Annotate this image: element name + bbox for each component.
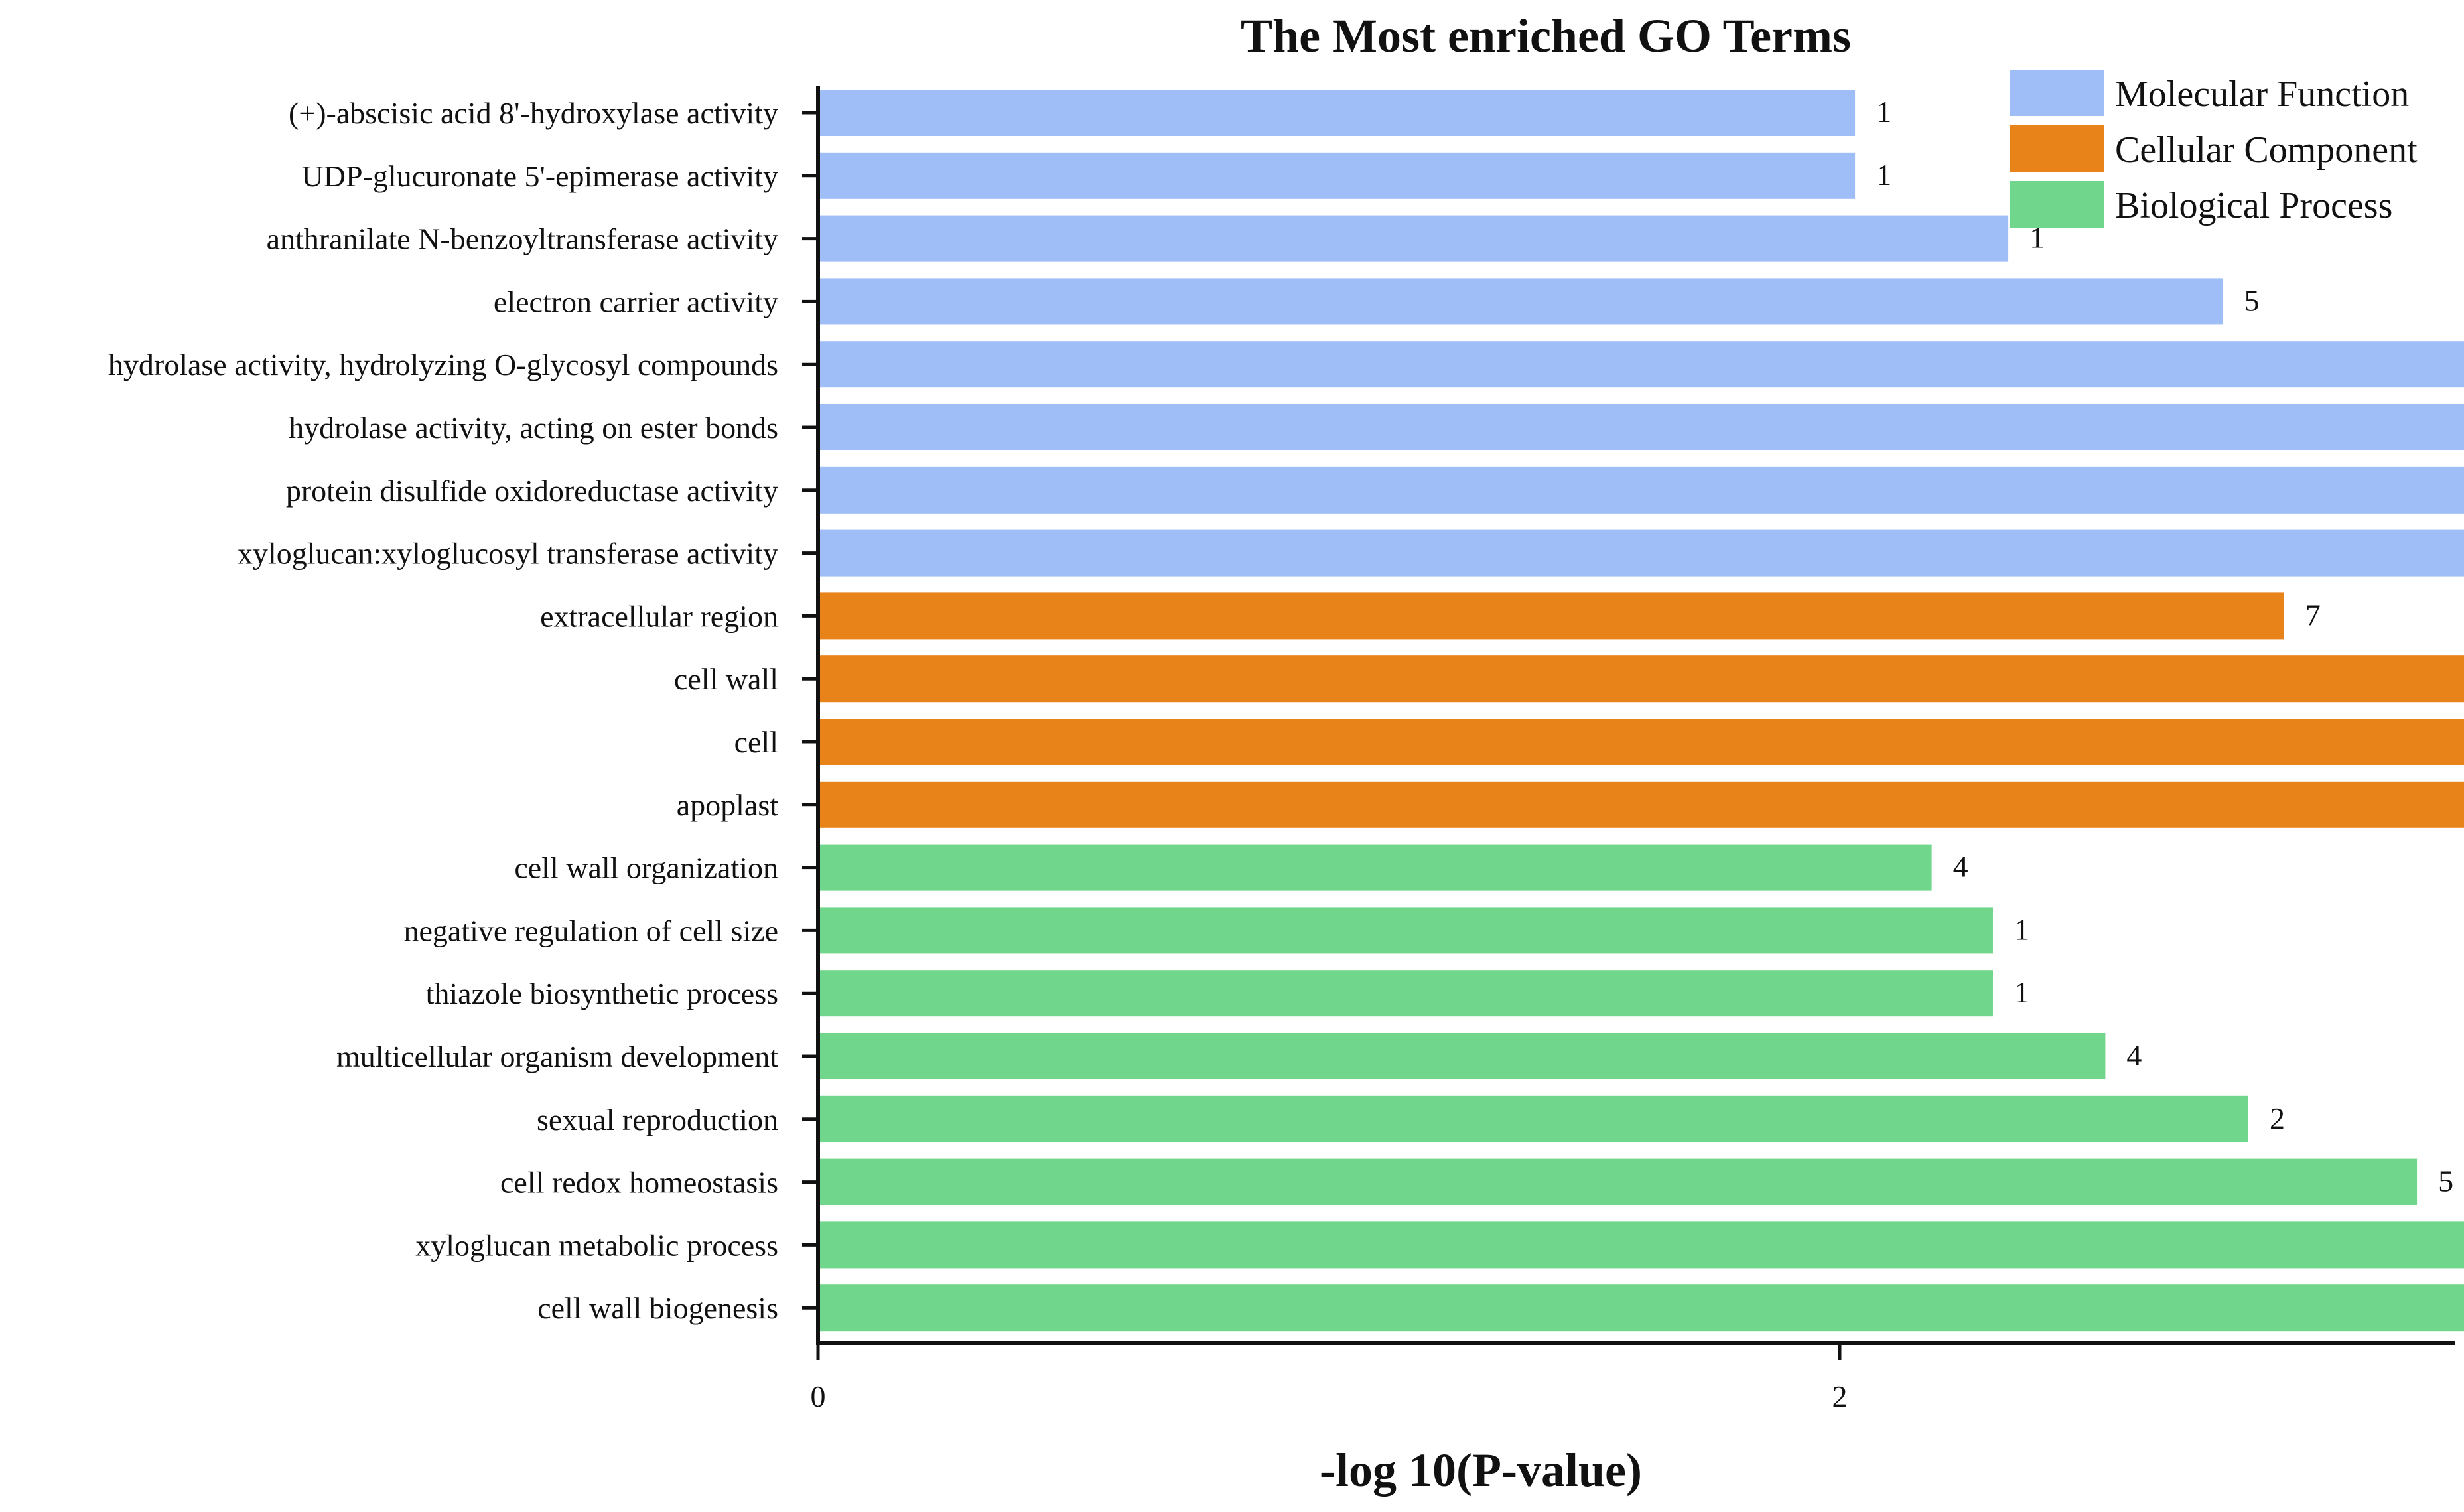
axes: 0246 bbox=[802, 86, 2455, 1413]
legend-swatch bbox=[2010, 181, 2104, 228]
category-label: UDP-glucuronate 5'-epimerase activity bbox=[302, 159, 778, 193]
category-label: sexual reproduction bbox=[537, 1103, 778, 1136]
bars-layer bbox=[818, 90, 2464, 1332]
category-label: cell bbox=[734, 725, 778, 759]
category-label: (+)-abscisic acid 8'-hydroxylase activit… bbox=[289, 96, 778, 130]
bar bbox=[818, 592, 2284, 640]
category-label: protein disulfide oxidoreductase activit… bbox=[286, 474, 778, 508]
data-label: 1 bbox=[2014, 975, 2029, 1009]
data-label: 4 bbox=[2126, 1038, 2142, 1072]
chart-title: The Most enriched GO Terms bbox=[1241, 9, 1851, 62]
legend-swatch bbox=[2010, 125, 2104, 172]
category-label: apoplast bbox=[677, 788, 779, 822]
legend-label: Cellular Component bbox=[2115, 129, 2418, 171]
bar bbox=[818, 907, 1993, 954]
bar bbox=[818, 1158, 2418, 1205]
category-label: extracellular region bbox=[540, 599, 778, 633]
category-label: cell wall biogenesis bbox=[537, 1291, 778, 1325]
bar bbox=[818, 1095, 2248, 1142]
legend-label: Biological Process bbox=[2115, 185, 2392, 226]
data-label: 1 bbox=[2014, 912, 2029, 946]
bar bbox=[818, 1284, 2464, 1332]
category-label: anthranilate N-benzoyltransferase activi… bbox=[267, 222, 778, 256]
bar bbox=[818, 970, 1993, 1017]
data-label: 4 bbox=[1953, 850, 1968, 884]
category-label: xyloglucan metabolic process bbox=[415, 1228, 778, 1262]
x-axis-title: -log 10(P-value) bbox=[1320, 1444, 1642, 1497]
data-label: 1 bbox=[1876, 95, 1891, 129]
x-tick-label: 2 bbox=[1832, 1379, 1848, 1413]
category-label: xyloglucan:xyloglucosyl transferase acti… bbox=[238, 537, 778, 571]
bar bbox=[818, 844, 1932, 891]
category-label: multicellular organism development bbox=[336, 1040, 778, 1073]
bar bbox=[818, 719, 2464, 765]
bar bbox=[818, 404, 2464, 450]
category-label: hydrolase activity, hydrolyzing O-glycos… bbox=[108, 348, 778, 381]
legend-swatch bbox=[2010, 70, 2104, 116]
category-label: thiazole biosynthetic process bbox=[426, 977, 778, 1010]
bar bbox=[818, 215, 2009, 262]
data-label: 1 bbox=[1876, 158, 1891, 192]
bar bbox=[818, 152, 1856, 199]
category-label: hydrolase activity, acting on ester bond… bbox=[289, 411, 778, 445]
bar bbox=[818, 781, 2464, 828]
data-label: 5 bbox=[2438, 1164, 2453, 1198]
bar bbox=[818, 341, 2464, 388]
category-labels: (+)-abscisic acid 8'-hydroxylase activit… bbox=[108, 96, 778, 1325]
data-label: 1 bbox=[2029, 221, 2045, 255]
category-label: cell wall organization bbox=[514, 851, 778, 885]
category-label: cell redox homeostasis bbox=[500, 1166, 778, 1200]
bar bbox=[818, 1221, 2464, 1269]
bar bbox=[818, 90, 1856, 136]
category-label: negative regulation of cell size bbox=[403, 914, 778, 947]
data-labels: 11155555785641142555 bbox=[1876, 95, 2453, 1198]
legend: Molecular Function Cellular Component Biol… bbox=[2010, 70, 2418, 228]
bar bbox=[818, 278, 2223, 325]
bar bbox=[818, 655, 2464, 703]
data-label: 7 bbox=[2305, 598, 2321, 632]
bar bbox=[818, 529, 2464, 577]
data-label: 2 bbox=[2270, 1101, 2285, 1135]
x-tick-label: 0 bbox=[811, 1379, 826, 1413]
category-label: electron carrier activity bbox=[494, 285, 778, 318]
bar bbox=[818, 466, 2464, 514]
bar bbox=[818, 1033, 2106, 1079]
category-label: cell wall bbox=[674, 662, 778, 696]
data-label: 5 bbox=[2244, 283, 2260, 317]
legend-label: Molecular Function bbox=[2115, 74, 2409, 115]
